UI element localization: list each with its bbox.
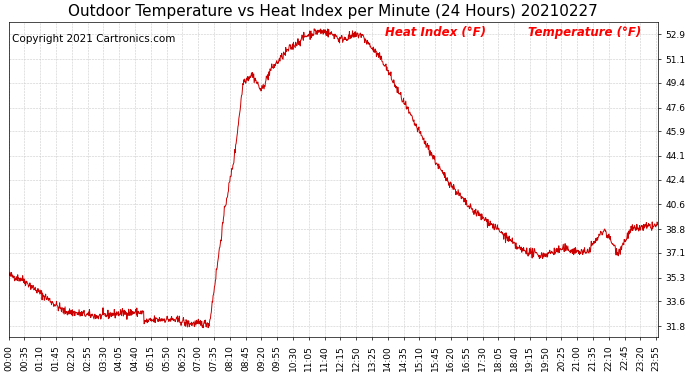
Text: Heat Index (°F): Heat Index (°F) [385,27,486,39]
Text: Copyright 2021 Cartronics.com: Copyright 2021 Cartronics.com [12,34,175,44]
Text: Temperature (°F): Temperature (°F) [528,27,642,39]
Title: Outdoor Temperature vs Heat Index per Minute (24 Hours) 20210227: Outdoor Temperature vs Heat Index per Mi… [68,4,598,19]
